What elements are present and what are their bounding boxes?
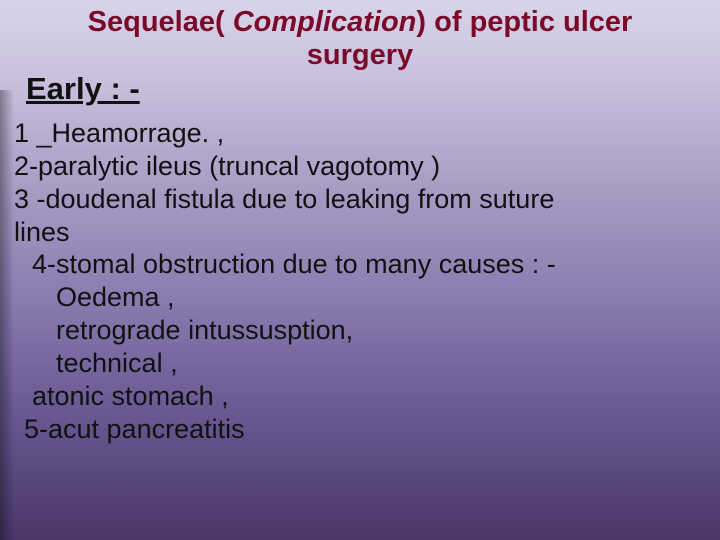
line-4c: technical , — [8, 347, 712, 380]
title-paren-open: ( — [215, 6, 225, 38]
title-word-complication: Complication — [225, 6, 417, 38]
title-word-sequelae: Sequelae — [88, 6, 215, 38]
subheader-early: Early : - — [0, 71, 720, 107]
line-4: 4-stomal obstruction due to many causes … — [8, 248, 712, 281]
line-4b: retrograde intussusption, — [8, 314, 712, 347]
line-3b: lines — [8, 216, 712, 249]
content-body: 1 _Heamorrage. , 2-paralytic ileus (trun… — [0, 107, 720, 446]
line-6: 5-acut pancreatitis — [8, 413, 712, 446]
title-paren-close: ) — [416, 6, 426, 38]
line-5: atonic stomach , — [8, 380, 712, 413]
line-1: 1 _Heamorrage. , — [8, 117, 712, 150]
left-shadow — [0, 90, 14, 540]
title-line2: surgery — [307, 39, 413, 71]
line-4a: Oedema , — [8, 281, 712, 314]
line-2: 2-paralytic ileus (truncal vagotomy ) — [8, 150, 712, 183]
slide-title: Sequelae( Complication) of peptic ulcer … — [0, 0, 720, 73]
line-3: 3 -doudenal fistula due to leaking from … — [8, 183, 712, 216]
title-rest: of peptic ulcer — [426, 6, 632, 38]
